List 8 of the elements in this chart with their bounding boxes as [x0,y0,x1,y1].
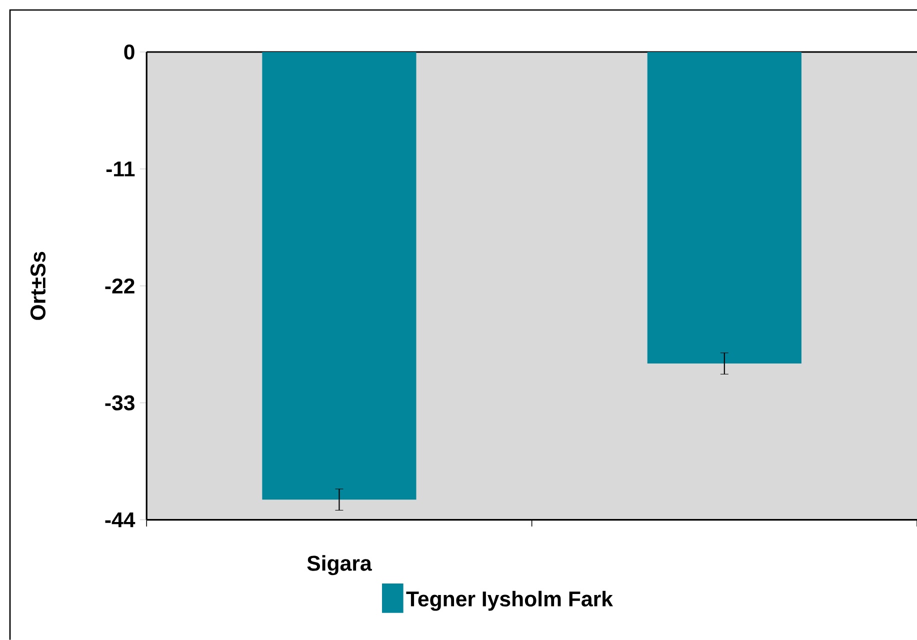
y-tick-label: 0 [124,44,134,60]
legend-label: Tegner Iysholm Fark [406,590,613,611]
y-axis-title: Ort±Ss [30,252,46,320]
y-tick-label: -33 [105,395,134,411]
x-tick-label: Sigara [307,555,372,576]
y-tick-label: -11 [106,162,135,176]
y-tick-label: -22 [105,278,134,294]
y-tick-label: -44 [105,512,136,528]
